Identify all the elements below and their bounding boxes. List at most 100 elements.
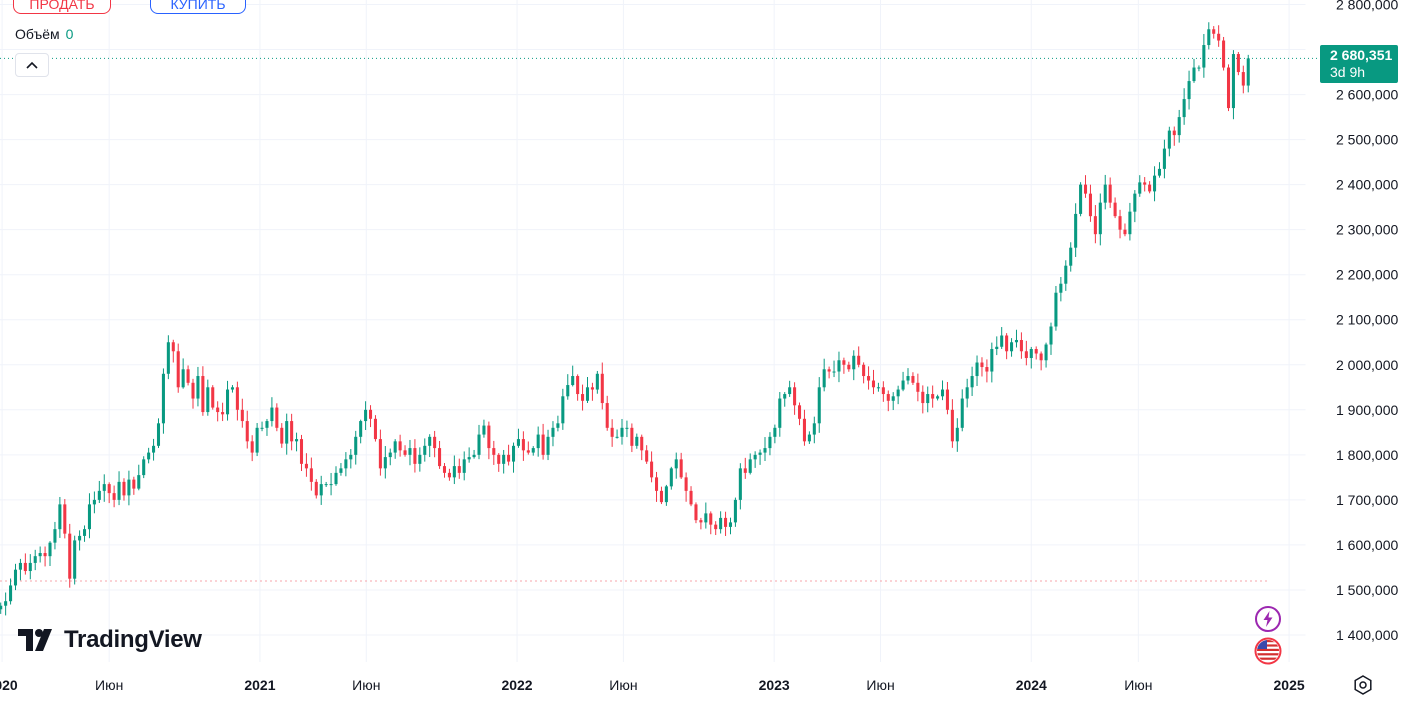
candle-body <box>33 556 37 563</box>
candle <box>260 421 264 432</box>
candle <box>107 482 111 504</box>
candle <box>92 491 96 514</box>
candle <box>230 385 234 393</box>
candle-body <box>83 529 87 536</box>
candle <box>309 457 313 491</box>
candle <box>521 431 525 461</box>
candle <box>645 445 649 464</box>
candle-body <box>438 448 442 467</box>
candle <box>541 423 545 460</box>
candle <box>857 346 861 368</box>
candle-body <box>719 517 723 530</box>
candle <box>620 418 624 445</box>
candle-body <box>654 477 659 491</box>
candle <box>950 399 954 448</box>
candle-body <box>1059 283 1063 293</box>
candle <box>990 342 994 383</box>
candle <box>1103 174 1107 210</box>
candle <box>1177 109 1181 143</box>
candle-body <box>92 499 96 505</box>
price-tick-label: 1 500,000 <box>1336 582 1398 598</box>
time-tick-label: 2025 <box>1274 677 1305 693</box>
candle-body <box>211 387 215 408</box>
candle <box>605 395 609 431</box>
candle-body <box>161 373 165 424</box>
candle <box>699 517 703 530</box>
candle <box>1192 58 1196 83</box>
candle-body <box>610 427 614 437</box>
candle <box>640 434 644 461</box>
candle-body <box>58 504 62 530</box>
candle <box>650 451 654 483</box>
candle <box>299 434 304 471</box>
candle-body <box>1207 29 1211 46</box>
candle <box>881 381 885 402</box>
candle-body <box>901 380 905 390</box>
candle <box>753 451 757 468</box>
lightning-icon[interactable] <box>1254 605 1282 633</box>
candle <box>502 449 506 474</box>
candle <box>842 357 846 374</box>
candle <box>117 471 121 506</box>
collapse-legend-button[interactable] <box>15 53 49 77</box>
sell-button[interactable]: ПРОДАТЬ <box>13 0 111 14</box>
candle-body <box>388 452 392 458</box>
candle <box>891 392 895 411</box>
us-flag-icon[interactable] <box>1254 637 1282 665</box>
candle-body <box>127 479 131 496</box>
candle <box>1162 139 1166 179</box>
tradingview-logo[interactable]: TradingView <box>18 626 202 654</box>
time-tick-label: 2021 <box>244 677 275 693</box>
candle <box>1059 276 1063 302</box>
candle <box>600 362 604 410</box>
candle-body <box>871 380 876 388</box>
candle <box>349 449 353 469</box>
candle-body <box>640 436 644 451</box>
candle-body <box>1246 58 1250 86</box>
candle-body <box>378 439 382 469</box>
candle <box>196 366 200 407</box>
candle-body <box>881 387 885 395</box>
candle-body <box>1005 335 1009 352</box>
candle-body <box>585 387 590 401</box>
candle <box>23 553 27 575</box>
candle-body <box>1118 216 1122 230</box>
candle <box>571 365 575 387</box>
candle-body <box>906 376 910 381</box>
candle <box>901 371 905 392</box>
candle <box>970 366 974 396</box>
candle-body <box>526 450 530 453</box>
candle <box>896 385 900 405</box>
candle-body <box>886 394 890 401</box>
candle-body <box>329 484 333 486</box>
gear-icon[interactable] <box>1352 674 1374 696</box>
candle <box>497 453 501 472</box>
candle <box>457 458 461 479</box>
candle-body <box>487 425 491 449</box>
candle-body <box>1187 81 1191 100</box>
candle <box>576 374 580 401</box>
candle-body <box>1182 99 1186 118</box>
candle-body <box>1069 247 1073 266</box>
candle <box>428 434 432 458</box>
candle-body <box>590 387 594 390</box>
tradingview-logo-icon <box>18 629 52 651</box>
candle <box>669 466 673 490</box>
candle <box>137 464 141 491</box>
candle <box>122 478 126 501</box>
candle-body <box>1000 335 1004 347</box>
candle-body <box>265 421 269 428</box>
candle <box>413 439 417 473</box>
candle <box>53 521 57 550</box>
candle-body <box>1217 33 1221 41</box>
candle <box>940 380 945 401</box>
buy-button[interactable]: КУПИТЬ <box>150 0 246 14</box>
candle <box>797 402 802 426</box>
candle <box>408 439 412 466</box>
candle-body <box>1148 184 1152 192</box>
candle <box>329 472 333 496</box>
candle-body <box>817 387 821 424</box>
candle-body <box>595 373 599 390</box>
candle <box>615 429 619 439</box>
